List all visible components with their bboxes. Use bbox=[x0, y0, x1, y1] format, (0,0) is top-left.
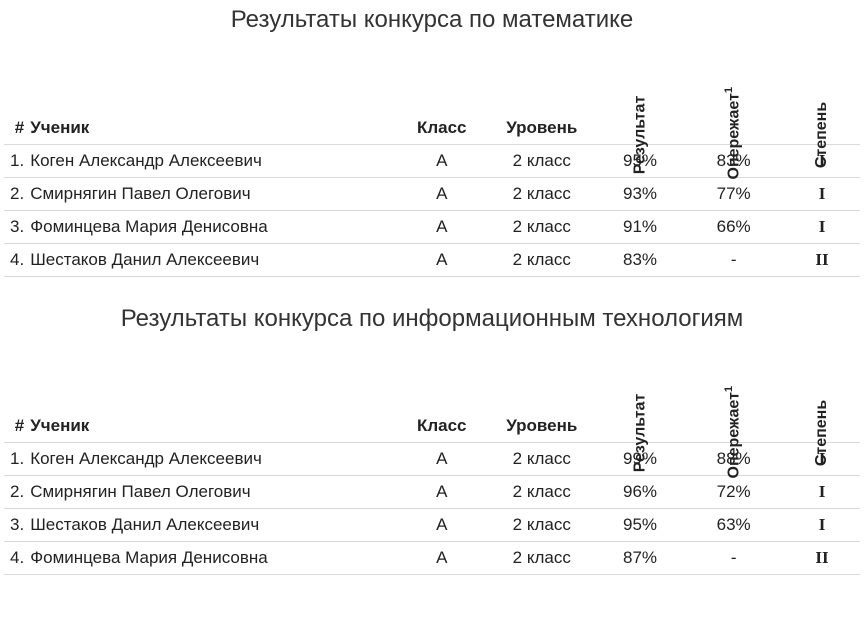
cell-result: 83% bbox=[597, 243, 684, 276]
table-row: 3. Фоминцева Мария Денисовна А 2 класс 9… bbox=[4, 210, 860, 243]
table-row: 4. Шестаков Данил Алексеевич А 2 класс 8… bbox=[4, 243, 860, 276]
cell-level: 2 класс bbox=[487, 443, 597, 476]
section-title: Результаты конкурса по информационным те… bbox=[4, 305, 860, 333]
cell-result: 95% bbox=[597, 509, 684, 542]
cell-name: Смирнягин Павел Олегович bbox=[26, 177, 397, 210]
cell-leads: - bbox=[683, 243, 784, 276]
col-level: Уровень bbox=[487, 343, 597, 443]
col-leads: Опережает1 bbox=[683, 44, 784, 144]
col-student: Ученик bbox=[26, 44, 397, 144]
cell-level: 2 класс bbox=[487, 210, 597, 243]
col-leads-label: Опережает1 bbox=[724, 83, 744, 184]
col-degree-label: Степень bbox=[813, 97, 831, 171]
col-klass: Класс bbox=[397, 343, 487, 443]
results-table: # Ученик Класс Уровень Результат Опережа… bbox=[4, 343, 860, 576]
col-result: Результат bbox=[597, 44, 684, 144]
section-title: Результаты конкурса по математике bbox=[4, 6, 860, 34]
cell-name: Коген Александр Алексеевич bbox=[26, 443, 397, 476]
cell-klass: А bbox=[397, 443, 487, 476]
cell-leads: 66% bbox=[683, 210, 784, 243]
col-leads-sup: 1 bbox=[724, 386, 736, 392]
col-index: # bbox=[4, 44, 26, 144]
col-index: # bbox=[4, 343, 26, 443]
cell-level: 2 класс bbox=[487, 542, 597, 575]
cell-degree: I bbox=[784, 509, 860, 542]
col-degree: Степень bbox=[784, 343, 860, 443]
cell-klass: А bbox=[397, 177, 487, 210]
col-student: Ученик bbox=[26, 343, 397, 443]
cell-klass: А bbox=[397, 476, 487, 509]
cell-index: 2. bbox=[4, 177, 26, 210]
cell-name: Коген Александр Алексеевич bbox=[26, 144, 397, 177]
cell-result: 91% bbox=[597, 210, 684, 243]
cell-level: 2 класс bbox=[487, 509, 597, 542]
cell-index: 4. bbox=[4, 542, 26, 575]
cell-name: Шестаков Данил Алексеевич bbox=[26, 509, 397, 542]
col-leads-text: Опережает bbox=[726, 392, 743, 478]
col-leads-sup: 1 bbox=[724, 87, 736, 93]
results-table: # Ученик Класс Уровень Результат Опережа… bbox=[4, 44, 860, 277]
page: Результаты конкурса по математике # Учен… bbox=[0, 0, 864, 621]
cell-name: Фоминцева Мария Денисовна bbox=[26, 542, 397, 575]
cell-level: 2 класс bbox=[487, 144, 597, 177]
cell-result: 96% bbox=[597, 476, 684, 509]
section-math: Результаты конкурса по математике # Учен… bbox=[4, 6, 860, 277]
cell-klass: А bbox=[397, 144, 487, 177]
cell-name: Шестаков Данил Алексеевич bbox=[26, 243, 397, 276]
col-degree: Степень bbox=[784, 44, 860, 144]
cell-index: 3. bbox=[4, 210, 26, 243]
cell-level: 2 класс bbox=[487, 476, 597, 509]
cell-leads: 63% bbox=[683, 509, 784, 542]
table-head: # Ученик Класс Уровень Результат Опережа… bbox=[4, 343, 860, 443]
cell-klass: А bbox=[397, 542, 487, 575]
cell-klass: А bbox=[397, 243, 487, 276]
col-level: Уровень bbox=[487, 44, 597, 144]
cell-degree: I bbox=[784, 476, 860, 509]
cell-level: 2 класс bbox=[487, 243, 597, 276]
col-leads-label: Опережает1 bbox=[724, 382, 744, 483]
table-head: # Ученик Класс Уровень Результат Опережа… bbox=[4, 44, 860, 144]
col-result: Результат bbox=[597, 343, 684, 443]
cell-klass: А bbox=[397, 210, 487, 243]
cell-degree: I bbox=[784, 177, 860, 210]
table-row: 3. Шестаков Данил Алексеевич А 2 класс 9… bbox=[4, 509, 860, 542]
cell-level: 2 класс bbox=[487, 177, 597, 210]
cell-index: 2. bbox=[4, 476, 26, 509]
cell-index: 1. bbox=[4, 443, 26, 476]
cell-index: 1. bbox=[4, 144, 26, 177]
col-leads-text: Опережает bbox=[726, 93, 743, 179]
col-result-label: Результат bbox=[631, 390, 649, 477]
cell-degree: I bbox=[784, 210, 860, 243]
col-klass: Класс bbox=[397, 44, 487, 144]
cell-klass: А bbox=[397, 509, 487, 542]
col-leads: Опережает1 bbox=[683, 343, 784, 443]
cell-name: Смирнягин Павел Олегович bbox=[26, 476, 397, 509]
cell-name: Фоминцева Мария Денисовна bbox=[26, 210, 397, 243]
cell-index: 4. bbox=[4, 243, 26, 276]
table-row: 4. Фоминцева Мария Денисовна А 2 класс 8… bbox=[4, 542, 860, 575]
section-it: Результаты конкурса по информационным те… bbox=[4, 305, 860, 576]
cell-result: 93% bbox=[597, 177, 684, 210]
col-result-label: Результат bbox=[631, 91, 649, 178]
col-degree-label: Степень bbox=[813, 396, 831, 470]
cell-index: 3. bbox=[4, 509, 26, 542]
cell-degree: II bbox=[784, 542, 860, 575]
cell-leads: - bbox=[683, 542, 784, 575]
cell-degree: II bbox=[784, 243, 860, 276]
cell-result: 87% bbox=[597, 542, 684, 575]
